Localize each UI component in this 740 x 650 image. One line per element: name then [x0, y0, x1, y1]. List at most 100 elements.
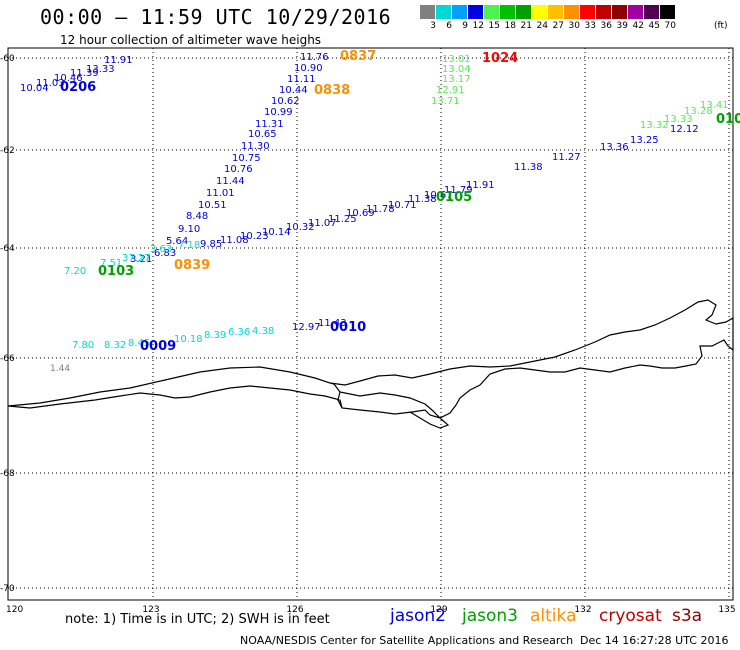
legend-swatch — [468, 5, 484, 19]
wave-height-value: 13.04 — [442, 64, 471, 75]
legend-swatch — [580, 5, 596, 19]
pass-time-label: 0105 — [436, 190, 472, 205]
wave-height-value: 10.75 — [232, 153, 261, 164]
wave-height-value: 10.65 — [248, 129, 277, 140]
lon-tick-label: 123 — [142, 605, 159, 615]
wave-height-value: 10.76 — [224, 164, 253, 175]
wave-height-value: 11.78 — [366, 204, 395, 215]
wave-height-value: 12.12 — [670, 124, 699, 135]
legend-label: 45 — [648, 21, 660, 31]
lon-tick-label: 126 — [286, 605, 303, 615]
lat-tick-label: -68 — [0, 469, 15, 479]
wave-height-value: 13.71 — [431, 96, 460, 107]
wave-height-value: 9.85 — [200, 239, 222, 250]
pass-time-label: 1024 — [482, 51, 518, 66]
map-frame — [7, 47, 734, 601]
wave-height-value: 11.76 — [300, 52, 329, 63]
legend-label: 18 — [504, 21, 516, 31]
pass-time-label: 0103 — [98, 264, 134, 279]
wave-height-value: 11.25 — [328, 214, 357, 225]
wave-height-value: 10.14 — [262, 227, 291, 238]
wave-height-value: 7.20 — [64, 266, 86, 277]
legend-label: 24 — [536, 21, 548, 31]
legend-swatch — [516, 5, 532, 19]
legend-label: 30 — [568, 21, 580, 31]
wave-height-value: 10.04 — [20, 83, 49, 94]
wave-height-value: 13.17 — [442, 74, 471, 85]
map-title: 00:00 – 11:59 UTC 10/29/2016 — [40, 5, 392, 29]
satellite-altika: altika — [530, 606, 577, 626]
wave-height-value: 8.48 — [186, 211, 208, 222]
legend-label: 21 — [520, 21, 532, 31]
wave-height-value: 1.44 — [50, 364, 70, 374]
lon-tick-label: 129 — [430, 605, 447, 615]
wave-height-value: 7.80 — [72, 340, 94, 351]
credit-text: NOAA/NESDIS Center for Satellite Applica… — [240, 634, 574, 647]
legend-swatch — [484, 5, 500, 19]
wave-height-value: 11.01 — [206, 188, 235, 199]
wave-height-value: 11.11 — [287, 74, 316, 85]
wave-height-value: 10.51 — [198, 200, 227, 211]
legend-label: 42 — [632, 21, 644, 31]
wave-height-value: 10.90 — [294, 63, 323, 74]
legend-swatch — [452, 5, 468, 19]
wave-height-value: 11.79 — [444, 185, 473, 196]
timestamp-text: Dec 14 16:27:28 UTC 2016 — [580, 634, 729, 647]
pass-time-label: 0838 — [314, 83, 350, 98]
pass-time-label: 0206 — [60, 80, 96, 95]
wave-height-value: 7.51 — [100, 258, 122, 269]
wave-height-value: 6.83 — [154, 248, 176, 259]
wave-height-value: 10.44 — [279, 85, 308, 96]
legend-label: 15 — [488, 21, 500, 31]
pass-time-label: 0010 — [330, 320, 366, 335]
satellite-jason3: jason3 — [462, 606, 518, 626]
wave-height-value: 8.32 — [104, 340, 126, 351]
wave-height-value: 10.99 — [264, 107, 293, 118]
wave-height-value: 6.36 — [228, 327, 250, 338]
wave-height-value: 13.41 — [700, 100, 729, 111]
lat-tick-label: -62 — [0, 146, 15, 156]
wave-height-value: 7.18 — [178, 240, 200, 251]
wave-height-value: 11.91 — [104, 55, 133, 66]
wave-height-value: 11.43 — [318, 318, 347, 329]
wave-height-value: 11.30 — [241, 141, 270, 152]
wave-height-value: 13.36 — [600, 142, 629, 153]
units-note: note: 1) Time is in UTC; 2) SWH is in fe… — [65, 612, 330, 627]
legend-swatch — [500, 5, 516, 19]
legend-label: 9 — [462, 21, 468, 31]
wave-height-value: 3.63 — [150, 244, 172, 255]
legend-swatch — [612, 5, 628, 19]
legend-swatch — [548, 5, 564, 19]
legend-swatch — [660, 5, 676, 19]
wave-height-value: 8.45 — [128, 338, 150, 349]
wave-height-value: 11.31 — [255, 119, 284, 130]
wave-height-value: 10.69 — [346, 208, 375, 219]
wave-height-value: 10.32 — [286, 222, 315, 233]
wave-height-value: 13.33 — [664, 114, 693, 125]
wave-height-value: 11.27 — [552, 152, 581, 163]
wave-height-value: 3.21 — [130, 254, 152, 265]
legend-label: 6 — [446, 21, 452, 31]
pass-time-label: 0837 — [340, 49, 376, 64]
wave-height-value: 11.39 — [70, 68, 99, 79]
lat-tick-label: -70 — [0, 584, 15, 594]
legend-swatch — [436, 5, 452, 19]
wave-height-value: 13.28 — [684, 106, 713, 117]
legend-label: 39 — [616, 21, 628, 31]
legend-swatch — [420, 5, 436, 19]
legend-unit: (ft) — [714, 21, 728, 31]
pass-time-label: 0839 — [174, 258, 210, 273]
wave-height-value: 4.38 — [252, 326, 274, 337]
wave-height-value: 10.62 — [271, 96, 300, 107]
wave-height-value: 12.97 — [292, 322, 321, 333]
lat-tick-label: -60 — [0, 54, 15, 64]
lat-tick-label: -66 — [0, 354, 15, 364]
legend-swatch — [596, 5, 612, 19]
wave-height-value: 11.07 — [308, 218, 337, 229]
wave-height-value: 12.91 — [436, 85, 465, 96]
wave-height-value: 37.27 — [122, 253, 151, 264]
lat-tick-label: -64 — [0, 244, 15, 254]
legend-label: 70 — [664, 21, 676, 31]
wave-height-value: 10.71 — [388, 200, 417, 211]
